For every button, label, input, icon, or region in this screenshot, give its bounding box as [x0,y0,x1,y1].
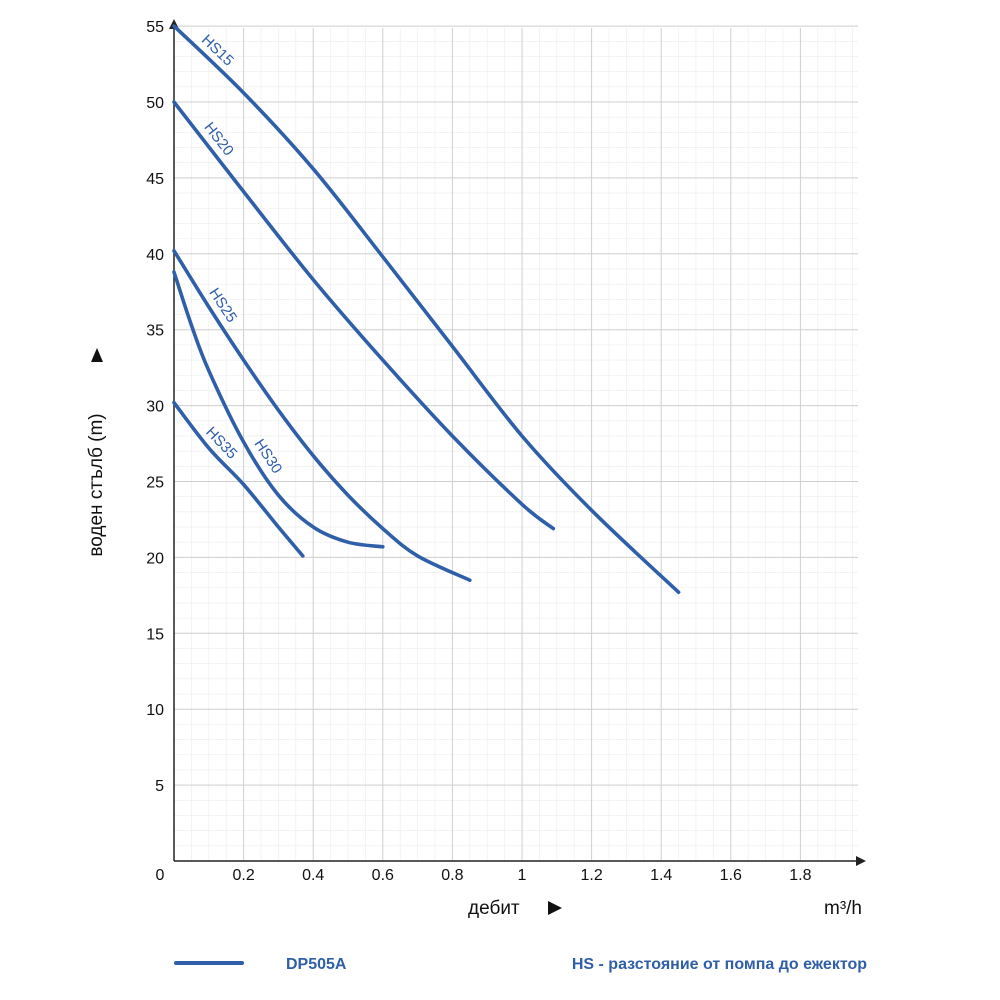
minor-grid [174,28,858,861]
y-tick-label: 20 [146,550,164,567]
y-tick-label: 10 [146,702,164,719]
x-tick-label: 0 [156,867,165,884]
y-tick-label: 15 [146,626,164,643]
x-axis-label: дебит [468,898,520,919]
series-label-hs35: HS35 [202,424,240,463]
y-tick-label: 55 [146,19,164,36]
x-tick-labels: 0 0.2 0.4 0.6 0.8 1 1.2 1.4 1.6 1.8 [156,867,812,884]
legend-entry: DP505A [286,956,347,973]
x-tick-label: 1.2 [580,867,602,884]
y-tick-label: 5 [155,778,164,795]
x-tick-label: 1.6 [720,867,742,884]
series-line-hs30 [172,270,385,549]
y-tick-label: 45 [146,171,164,188]
series-label-hs15: HS15 [198,31,237,69]
y-tick-labels: 5 10 15 20 25 30 35 40 45 50 55 [146,19,164,795]
legend-note: HS - разстояние от помпа до ежектор [572,956,867,973]
series-label-hs30: HS30 [251,436,286,477]
x-tick-label: 0.8 [441,867,463,884]
series-label-hs25: HS25 [205,285,240,326]
series-line-hs15 [172,24,681,595]
y-axis-label-arrow [91,348,103,362]
major-grid [174,25,858,861]
y-tick-label: 30 [146,399,164,416]
x-tick-label: 0.2 [232,867,254,884]
x-tick-label: 1 [518,867,527,884]
y-tick-label: 40 [146,247,164,264]
x-tick-label: 0.6 [372,867,394,884]
y-axis-label: воден стълб (m) [86,413,107,556]
series-curves [172,24,681,595]
series-line-hs20 [172,100,556,531]
x-axis-unit: m³/h [824,898,862,919]
x-tick-label: 0.4 [302,867,324,884]
x-axis-arrow [856,856,866,866]
x-axis-label-arrow [548,901,562,915]
y-tick-label: 35 [146,323,164,340]
x-tick-label: 1.8 [789,867,811,884]
series-line-hs35 [172,400,305,558]
y-tick-label: 25 [146,475,164,492]
x-tick-label: 1.4 [650,867,672,884]
series-label-hs20: HS20 [200,119,236,159]
series-line-hs25 [172,249,472,582]
axes [169,19,866,866]
y-tick-label: 50 [146,95,164,112]
